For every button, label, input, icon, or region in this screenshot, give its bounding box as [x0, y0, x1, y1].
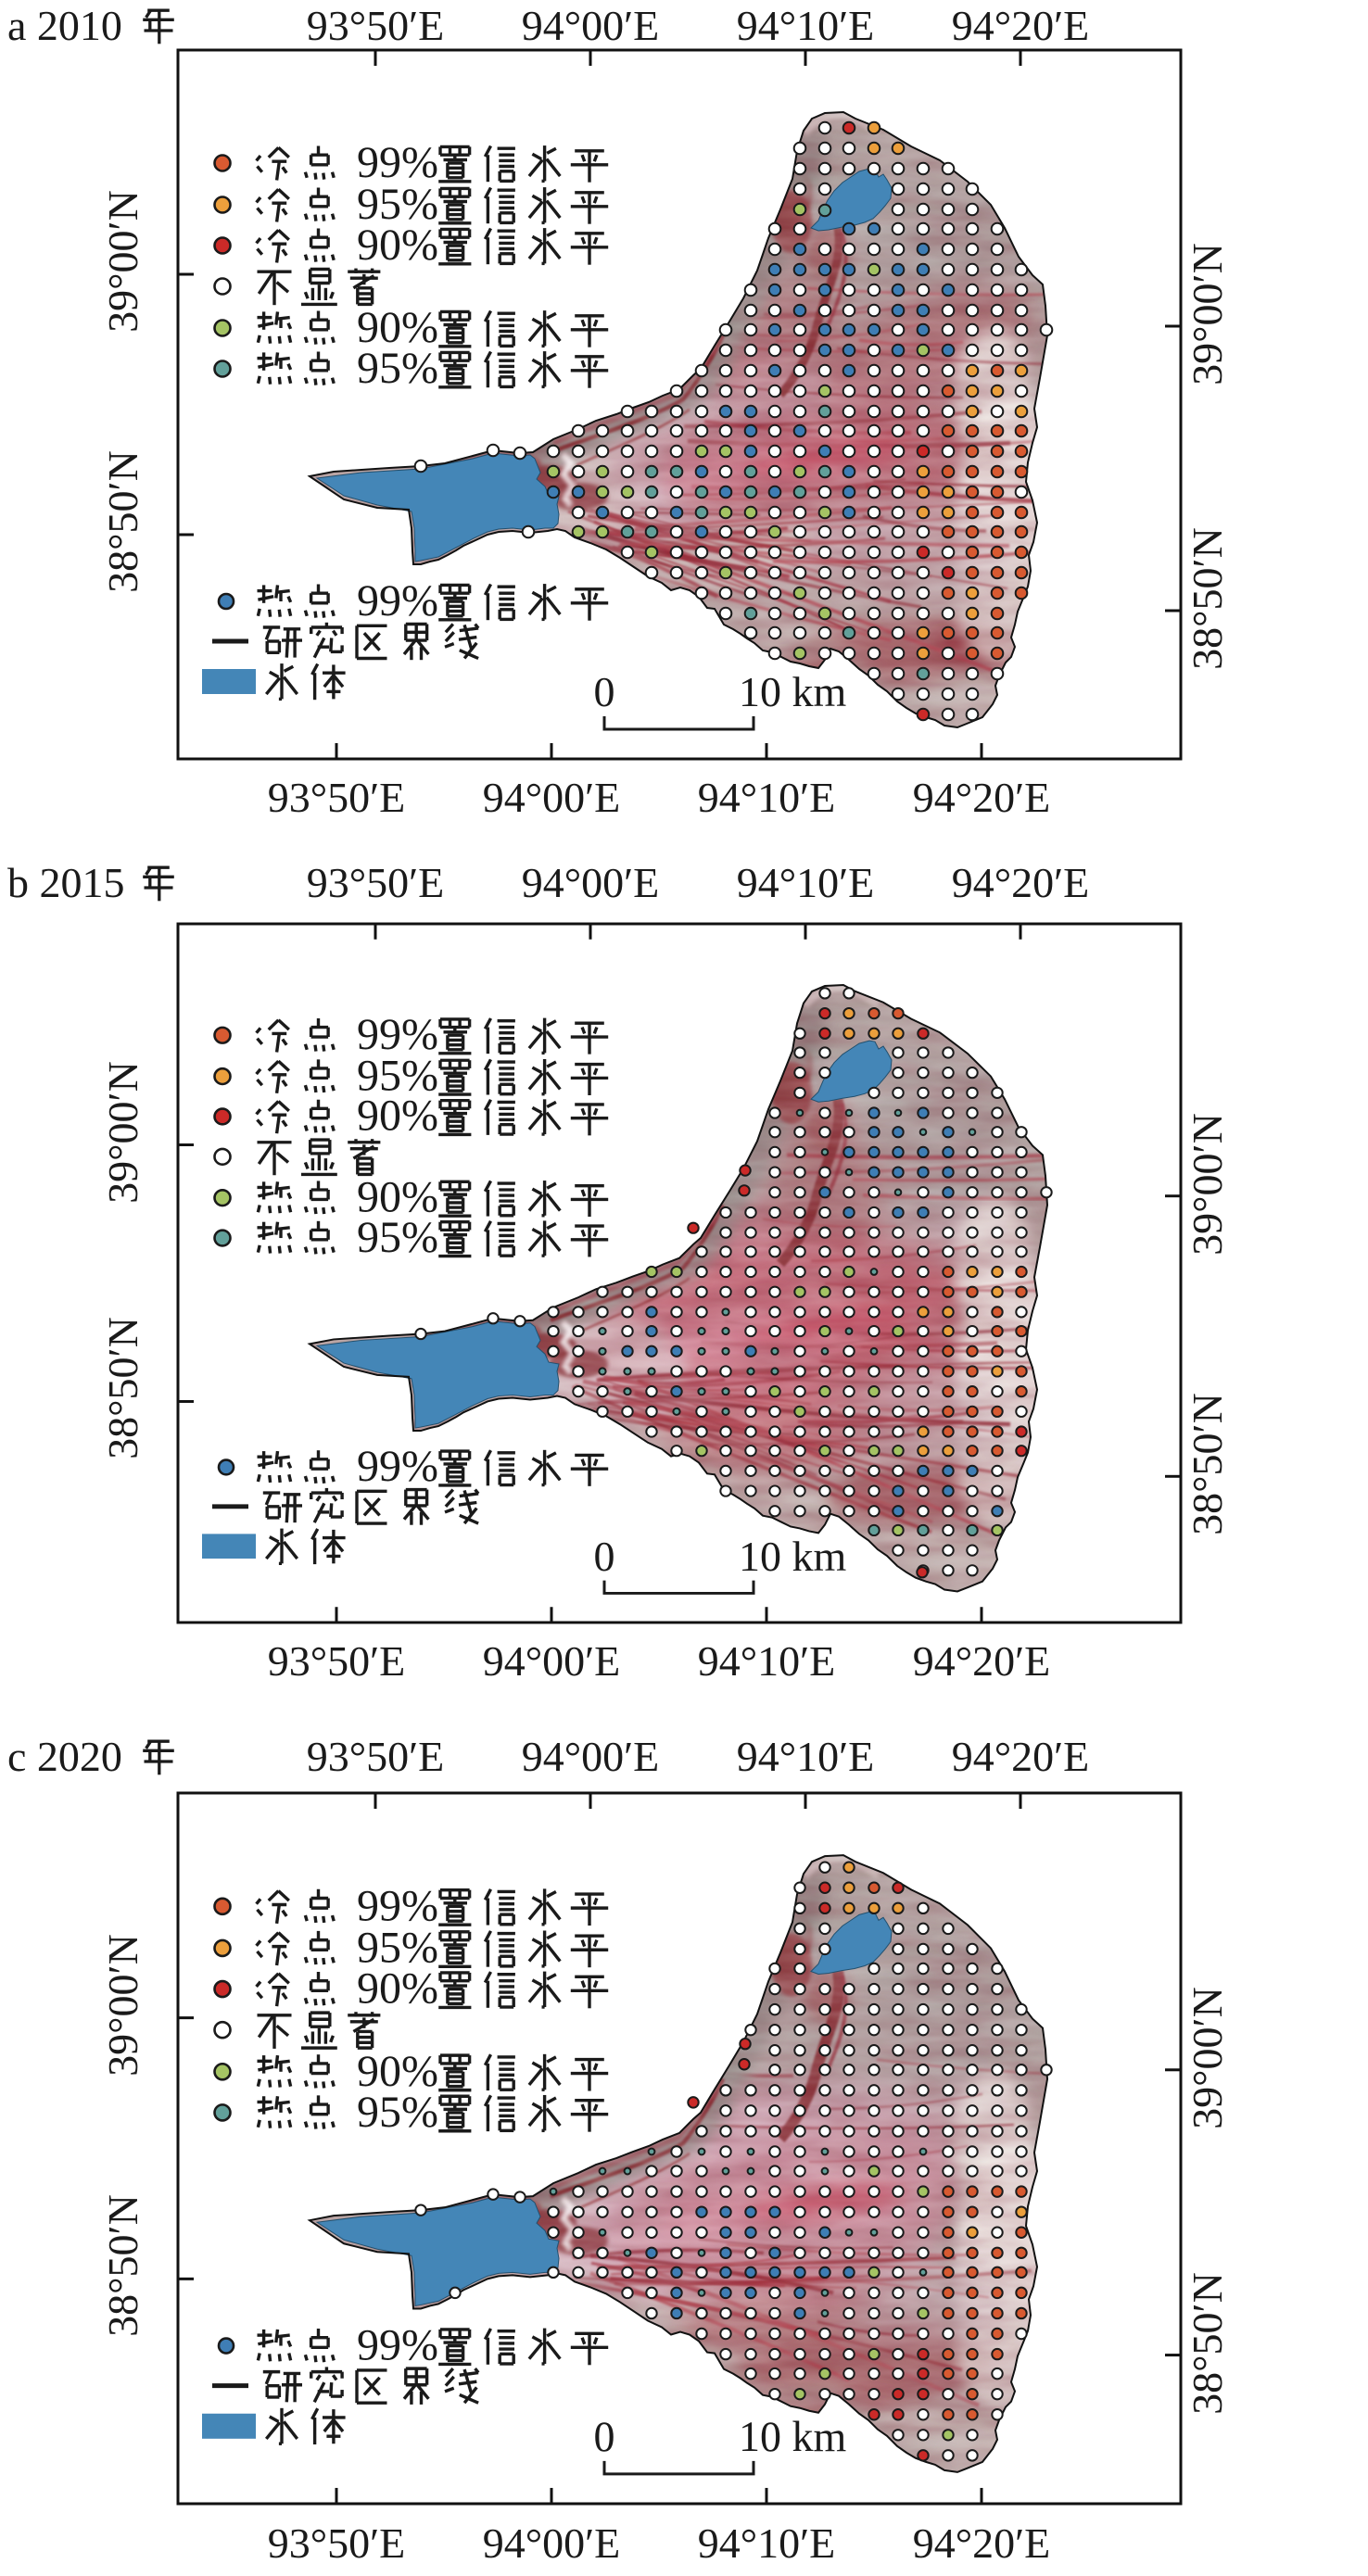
svg-text:39°00′N: 39°00′N — [99, 1061, 146, 1204]
svg-text:99%: 99% — [357, 1881, 438, 1930]
svg-text:0: 0 — [594, 668, 615, 715]
svg-text:10 km: 10 km — [739, 668, 847, 715]
svg-text:10 km: 10 km — [739, 2413, 846, 2460]
svg-text:0: 0 — [594, 1533, 615, 1580]
svg-text:94°00′E: 94°00′E — [522, 859, 660, 906]
svg-text:39°00′N: 39°00′N — [1184, 243, 1231, 385]
svg-text:99%: 99% — [357, 138, 438, 187]
svg-text:10 km: 10 km — [739, 1533, 846, 1580]
svg-text:93°50′E: 93°50′E — [268, 1637, 406, 1685]
svg-text:94°20′E: 94°20′E — [913, 1637, 1051, 1685]
svg-text:b 2015: b 2015 — [7, 859, 125, 906]
svg-text:38°50′N: 38°50′N — [99, 2194, 146, 2337]
svg-text:94°00′E: 94°00′E — [522, 2, 660, 49]
svg-text:90%: 90% — [357, 1092, 438, 1141]
svg-text:38°50′N: 38°50′N — [1184, 2272, 1231, 2415]
svg-text:c 2020: c 2020 — [7, 1733, 122, 1780]
svg-text:39°00′N: 39°00′N — [1184, 1987, 1231, 2129]
svg-text:94°20′E: 94°20′E — [913, 774, 1051, 821]
svg-text:90%: 90% — [357, 1174, 438, 1222]
svg-text:93°50′E: 93°50′E — [307, 2, 445, 49]
svg-text:93°50′E: 93°50′E — [307, 859, 445, 906]
svg-text:99%: 99% — [357, 2321, 438, 2370]
svg-text:94°00′E: 94°00′E — [483, 1637, 621, 1685]
svg-text:0: 0 — [593, 2413, 614, 2460]
svg-text:38°50′N: 38°50′N — [99, 450, 146, 593]
svg-text:38°50′N: 38°50′N — [1184, 527, 1231, 670]
svg-text:38°50′N: 38°50′N — [99, 1317, 146, 1459]
svg-text:38°50′N: 38°50′N — [1184, 1393, 1231, 1535]
svg-text:94°20′E: 94°20′E — [952, 2, 1090, 49]
svg-text:90%: 90% — [357, 1964, 438, 2014]
svg-text:95%: 95% — [357, 344, 438, 393]
svg-text:93°50′E: 93°50′E — [268, 2519, 406, 2567]
svg-text:90%: 90% — [357, 2047, 438, 2096]
svg-text:39°00′N: 39°00′N — [99, 190, 146, 333]
svg-text:95%: 95% — [357, 1923, 438, 1972]
svg-text:94°10′E: 94°10′E — [737, 1733, 875, 1780]
svg-text:39°00′N: 39°00′N — [99, 1934, 146, 2077]
svg-text:94°00′E: 94°00′E — [483, 774, 621, 821]
svg-text:99%: 99% — [357, 576, 438, 625]
svg-text:94°20′E: 94°20′E — [952, 1733, 1090, 1780]
svg-text:94°10′E: 94°10′E — [737, 2, 875, 49]
svg-text:95%: 95% — [357, 2088, 438, 2137]
svg-text:94°10′E: 94°10′E — [698, 2519, 836, 2567]
svg-text:39°00′N: 39°00′N — [1184, 1113, 1231, 1256]
svg-text:94°10′E: 94°10′E — [737, 859, 875, 906]
svg-text:95%: 95% — [357, 1214, 438, 1262]
svg-text:90%: 90% — [357, 303, 438, 352]
svg-text:93°50′E: 93°50′E — [307, 1733, 445, 1780]
svg-text:94°20′E: 94°20′E — [913, 2519, 1051, 2567]
svg-text:99%: 99% — [357, 1011, 438, 1059]
svg-text:93°50′E: 93°50′E — [268, 774, 406, 821]
svg-text:94°00′E: 94°00′E — [483, 2519, 621, 2567]
svg-text:94°10′E: 94°10′E — [698, 1637, 836, 1685]
svg-text:99%: 99% — [357, 1444, 438, 1492]
svg-text:94°20′E: 94°20′E — [952, 859, 1090, 906]
svg-text:90%: 90% — [357, 221, 438, 270]
svg-text:95%: 95% — [357, 1053, 438, 1101]
svg-text:94°10′E: 94°10′E — [698, 774, 836, 821]
svg-text:a 2010: a 2010 — [7, 2, 122, 49]
svg-text:95%: 95% — [357, 180, 438, 229]
svg-text:94°00′E: 94°00′E — [522, 1733, 660, 1780]
